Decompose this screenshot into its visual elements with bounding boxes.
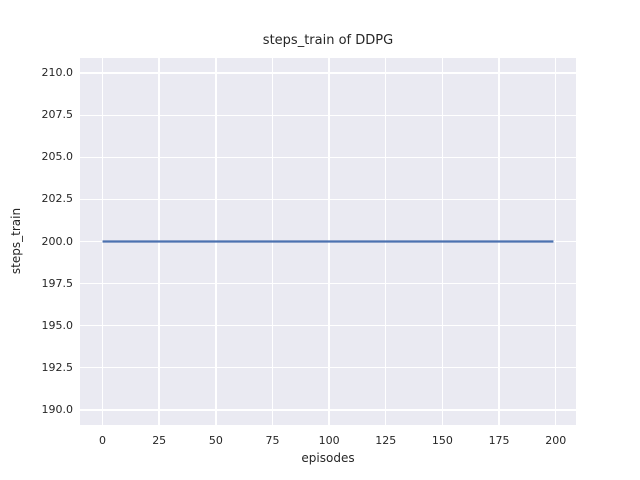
x-tick-label: 200 bbox=[545, 434, 567, 447]
gridline-horizontal bbox=[80, 156, 576, 159]
y-tick-label: 205.0 bbox=[41, 150, 74, 164]
x-tick-label: 150 bbox=[431, 434, 453, 447]
gridline-horizontal bbox=[80, 72, 576, 74]
gridline-horizontal bbox=[80, 409, 576, 411]
gridline-horizontal bbox=[80, 282, 576, 285]
y-tick-label: 200.0 bbox=[41, 234, 74, 248]
x-tick-label: 50 bbox=[208, 434, 223, 447]
gridline-horizontal bbox=[80, 114, 576, 116]
x-axis-label: episodes bbox=[301, 451, 355, 465]
plot-area bbox=[80, 58, 576, 425]
gridline-horizontal bbox=[80, 367, 576, 369]
series-layer bbox=[102, 240, 554, 243]
y-tick-label: 190.0 bbox=[41, 402, 74, 416]
x-tick-label: 100 bbox=[318, 434, 340, 447]
y-tick-label: 202.5 bbox=[41, 192, 74, 206]
y-tick-label: 207.5 bbox=[41, 108, 74, 122]
gridline-horizontal bbox=[80, 198, 576, 201]
chart-title: steps_train of DDPG bbox=[262, 33, 394, 48]
x-tick-label: 25 bbox=[152, 434, 167, 447]
x-tick-label: 0 bbox=[99, 434, 107, 447]
y-tick-label: 195.0 bbox=[41, 318, 74, 332]
x-tick-label: 75 bbox=[265, 434, 280, 447]
x-tick-label: 125 bbox=[375, 434, 397, 447]
y-tick-label: 210.0 bbox=[41, 66, 74, 80]
y-tick-label: 197.5 bbox=[41, 276, 74, 290]
y-tick-label: 192.5 bbox=[41, 360, 74, 374]
gridline-horizontal bbox=[80, 324, 576, 327]
x-tick-label: 175 bbox=[488, 434, 510, 447]
